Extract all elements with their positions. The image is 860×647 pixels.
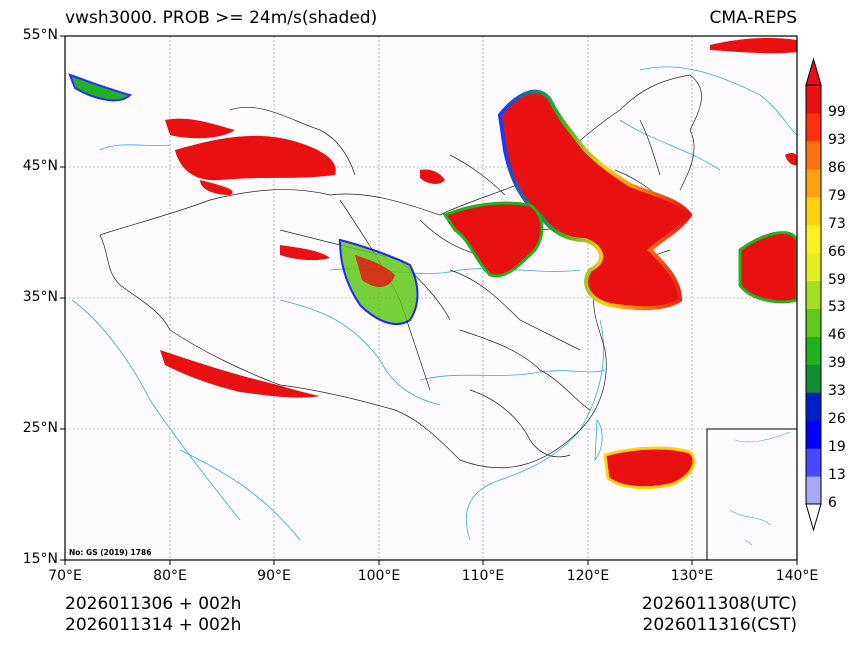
colorbar-segment (806, 364, 821, 393)
colorbar-segment (806, 112, 821, 142)
colorbar-label: 86 (828, 159, 846, 176)
gridlines (65, 36, 797, 560)
colorbar-segment (806, 224, 821, 254)
colorbar-segment (806, 336, 821, 365)
colorbar-bottom-extend (805, 503, 822, 532)
colorbar-segment (806, 308, 821, 337)
lon-label-80: 80°E (153, 568, 187, 584)
colorbar-label: 99 (828, 103, 846, 120)
lon-label-70: 70°E (48, 568, 82, 584)
valid-cst: 2026011316(CST) (642, 615, 797, 635)
colorbar-label: 93 (828, 131, 846, 148)
colorbar-segment (806, 196, 821, 226)
lon-label-140: 140°E (775, 568, 819, 584)
axis-ticks (60, 35, 798, 565)
colorbar-label: 13 (828, 467, 846, 484)
lat-label-25: 25°N (22, 420, 58, 436)
valid-time: 2026011308(UTC) 2026011316(CST) (642, 594, 797, 636)
init-time: 2026011306 + 002h 2026011314 + 002h (65, 594, 241, 636)
colorbar-segment (806, 448, 821, 477)
colorbar-segment (806, 252, 821, 282)
colorbar-border (805, 84, 822, 505)
colorbar-label: 79 (828, 187, 846, 204)
colorbar-label: 73 (828, 215, 846, 232)
chart-title: vwsh3000. PROB >= 24m/s(shaded) (65, 8, 378, 28)
inset-coastline (729, 431, 791, 546)
colorbar-top-extend (805, 57, 822, 86)
lon-label-90: 90°E (257, 568, 291, 584)
colorbar-label: 59 (828, 271, 846, 288)
lon-label-120: 120°E (566, 568, 610, 584)
colorbar-segment (806, 420, 821, 449)
lat-label-15: 15°N (22, 551, 58, 567)
lon-label-100: 100°E (357, 568, 401, 584)
map-approval-number: No: GS (2019) 1786 (69, 548, 152, 557)
init-cst: 2026011314 + 002h (65, 615, 242, 635)
colorbar-segment (806, 140, 821, 170)
colorbar-segment (806, 476, 821, 505)
colorbar-label: 6 (828, 495, 837, 511)
model-name: CMA-REPS (709, 8, 797, 28)
colorbar-label: 66 (828, 243, 846, 260)
colorbar-segment (806, 168, 821, 198)
lat-label-35: 35°N (22, 289, 58, 305)
lon-label-110: 110°E (461, 568, 505, 584)
colorbar-segment (806, 280, 821, 309)
colorbar-label: 53 (828, 299, 846, 316)
colorbar-label: 39 (828, 355, 846, 372)
colorbar-label: 33 (828, 383, 846, 400)
lat-label-55: 55°N (22, 27, 58, 43)
colorbar (805, 57, 822, 532)
colorbar-label: 26 (828, 411, 846, 428)
probability-shading (68, 37, 797, 490)
init-utc: 2026011306 + 002h (65, 594, 242, 614)
colorbar-label: 19 (828, 439, 846, 456)
colorbar-segment (806, 85, 821, 114)
inset-map-box (706, 428, 797, 560)
lon-label-130: 130°E (670, 568, 714, 584)
lat-label-45: 45°N (22, 158, 58, 174)
colorbar-label: 46 (828, 327, 846, 344)
colorbar-segment (806, 392, 821, 421)
valid-utc: 2026011308(UTC) (641, 594, 797, 614)
